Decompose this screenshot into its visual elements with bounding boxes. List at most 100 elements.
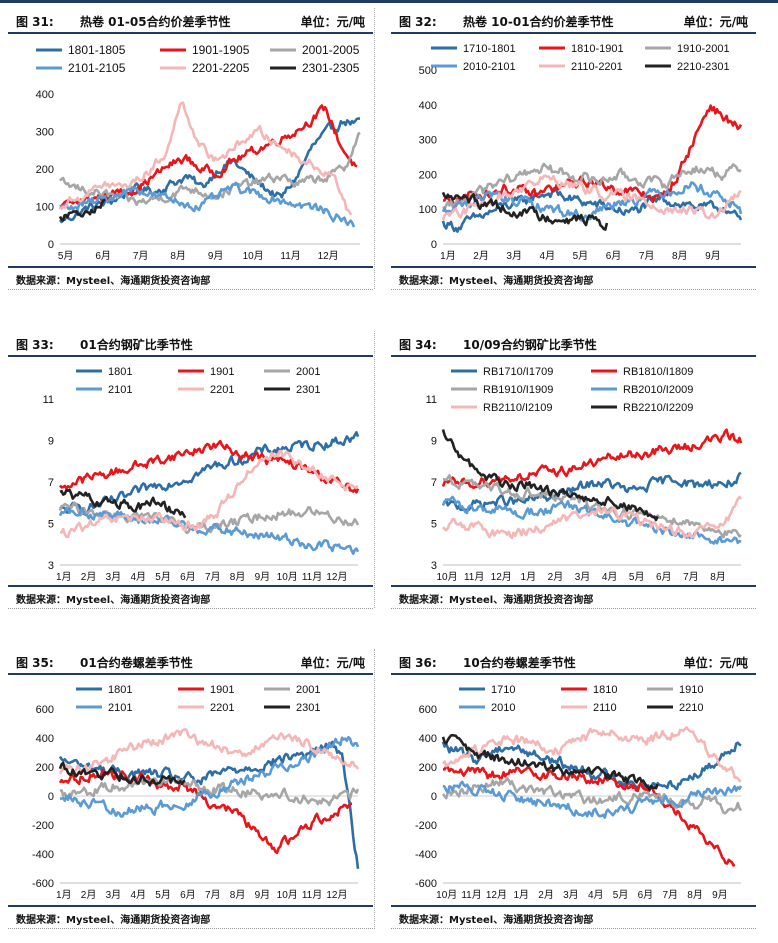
legend-label: 2110 <box>593 702 617 714</box>
x-tick-label: 8月 <box>230 571 246 583</box>
chart-area: 3 5 7 9 11 1月 2月 3月 4月 5月 6月 7月 8月 9月 10月 11月 12月 1801 190… <box>8 357 373 585</box>
x-tick-label: 9月 <box>705 250 721 262</box>
panel-header: 图 31: 热卷 01-05合约价差季节性 单位：元/吨 <box>8 8 373 34</box>
x-tick-label: 11月 <box>461 889 481 901</box>
legend-label: 2010-2101 <box>463 61 516 73</box>
x-tick-label: 8月 <box>710 571 726 583</box>
x-tick-label: 11月 <box>302 571 322 583</box>
x-tick-label: 3月 <box>506 250 522 262</box>
legend-label: 1810 <box>593 684 617 696</box>
legend-label: RB2110/I2109 <box>483 402 553 414</box>
y-tick-label: -400 <box>415 849 437 861</box>
x-tick-label: 5月 <box>613 889 629 901</box>
y-tick-label: 9 <box>48 436 54 448</box>
legend-label: 2210 <box>679 702 703 714</box>
x-tick-label: 8月 <box>687 889 703 901</box>
x-tick-label: 7月 <box>133 250 149 262</box>
panel-footer: 数据来源：Mysteel、海通期货投资咨询部 <box>391 585 756 609</box>
series-line-RB1710/I1709 <box>442 471 742 512</box>
x-tick-label: 9月 <box>208 250 224 262</box>
legend-label: RB2210/I2209 <box>623 402 693 414</box>
x-tick-label: 2月 <box>473 250 489 262</box>
figure-number: 图 33: <box>16 338 54 352</box>
x-tick-label: 9月 <box>255 889 271 901</box>
figure-title: 热卷 10-01合约价差季节性 <box>463 15 614 29</box>
x-tick-label: 10月 <box>436 889 457 901</box>
chart-area: -600 -400 -200 0 200 400 600 1月 2月 3月 4月 5月 6月 7月 8月 9月… <box>8 675 373 905</box>
column-separator <box>374 8 375 289</box>
x-tick-label: 2月 <box>81 571 97 583</box>
figure-unit: 单位：元/吨 <box>300 15 365 29</box>
series-line-2101 <box>58 506 360 555</box>
legend-label: 1710 <box>491 684 515 696</box>
chart-panel-34: 图 34: 10/09合约钢矿比季节性 3 5 7 9 11 10月 11月 12月 1月 2月 3… <box>391 331 756 609</box>
y-tick-label: 200 <box>419 762 437 774</box>
x-tick-label: 8月 <box>672 250 688 262</box>
line-chart: -600 -400 -200 0 200 400 600 1月 2月 3月 4月 5月 6月 7月 8月 9月… <box>32 684 360 901</box>
legend-label: 1801 <box>108 366 132 378</box>
x-tick-label: 12月 <box>318 250 339 262</box>
legend-label: 1801 <box>108 684 132 696</box>
series-line-RB2110/I2109 <box>442 495 743 540</box>
x-tick-label: 9月 <box>255 571 271 583</box>
series-line-2301 <box>59 488 187 519</box>
x-tick-label: 6月 <box>95 250 111 262</box>
x-tick-label: 3月 <box>106 889 122 901</box>
x-tick-label: 2月 <box>548 571 564 583</box>
legend-label: 2201 <box>210 702 234 714</box>
x-tick-label: 6月 <box>180 571 196 583</box>
x-tick-label: 12月 <box>326 571 347 583</box>
series-line-2201 <box>58 727 360 775</box>
y-tick-label: -200 <box>415 820 437 832</box>
legend-label: 1810-1901 <box>571 43 624 55</box>
legend-label: 2301 <box>296 384 320 396</box>
y-tick-label: 600 <box>36 704 54 716</box>
x-tick-label: 1月 <box>440 250 456 262</box>
series-line-1910-2001 <box>442 162 742 210</box>
x-tick-label: 7月 <box>205 571 221 583</box>
x-tick-label: 6月 <box>180 889 196 901</box>
y-tick-label: 200 <box>419 169 437 181</box>
y-tick-label: 3 <box>431 560 437 572</box>
panel-header: 图 36: 10合约卷螺差季节性 单位：元/吨 <box>391 649 756 675</box>
y-tick-label: 400 <box>36 89 54 101</box>
x-tick-label: 5月 <box>629 571 645 583</box>
legend-label: 2001 <box>296 366 320 378</box>
legend-label: 2301 <box>296 702 320 714</box>
legend-label: 1901 <box>210 366 234 378</box>
x-tick-label: 7月 <box>683 571 699 583</box>
series-line-1901 <box>59 439 360 494</box>
legend-label: 1710-1801 <box>463 43 516 55</box>
x-tick-label: 12月 <box>491 571 512 583</box>
series-line-2101 <box>59 735 360 818</box>
y-tick-label: -400 <box>32 849 54 861</box>
legend-label: 2010 <box>491 702 515 714</box>
legend-label: 1801-1805 <box>68 43 126 57</box>
line-chart: 3 5 7 9 11 10月 11月 12月 1月 2月 3月 4月 5月 6月 7月 8月 RB1710/I1… <box>426 366 743 583</box>
y-tick-label: 500 <box>419 65 437 77</box>
chart-panel-33: 图 33: 01合约钢矿比季节性 3 5 7 9 11 1月 2月 3月 4月 5月 6月 7月 8月 9… <box>8 331 373 609</box>
legend-label: 1901 <box>210 684 234 696</box>
figure-number: 图 32: <box>399 15 437 29</box>
chart-area: 0 100 200 300 400 5月 6月 7月 8月 9月 10月 11月 12月 1801-180… <box>8 34 373 266</box>
series-line-RB2210/I2209 <box>441 429 659 522</box>
x-tick-label: 1月 <box>513 889 529 901</box>
data-source: 数据来源：Mysteel、海通期货投资咨询部 <box>16 915 211 926</box>
series-line-2210 <box>441 733 659 791</box>
y-tick-label: 5 <box>48 519 54 531</box>
chart-panel-35: 图 35: 01合约卷螺差季节性 单位：元/吨 -600 -400 -200 0 200… <box>8 649 373 929</box>
x-tick-label: 8月 <box>170 250 186 262</box>
series-line-1910 <box>441 776 743 815</box>
chart-panel-36: 图 36: 10合约卷螺差季节性 单位：元/吨 -600 -400 -200 0 200… <box>391 649 756 929</box>
panel-header: 图 35: 01合约卷螺差季节性 单位：元/吨 <box>8 649 373 675</box>
column-separator <box>374 649 375 929</box>
legend-label: RB2010/I2009 <box>623 384 693 396</box>
chart-panel-32: 图 32: 热卷 10-01合约价差季节性 单位：元/吨 0 100 200 300 4… <box>391 8 756 290</box>
x-tick-label: 5月 <box>155 571 171 583</box>
x-tick-label: 2月 <box>81 889 97 901</box>
x-tick-label: 12月 <box>486 889 507 901</box>
top-rule <box>0 0 778 3</box>
chart-panel-31: 图 31: 热卷 01-05合约价差季节性 单位：元/吨 0 100 200 300 4… <box>8 8 373 290</box>
figure-title: 01合约卷螺差季节性 <box>80 656 193 670</box>
chart-area: -600 -400 -200 0 200 400 600 10月 11月 12月 1月 2月 3月 4月 5… <box>391 675 756 905</box>
